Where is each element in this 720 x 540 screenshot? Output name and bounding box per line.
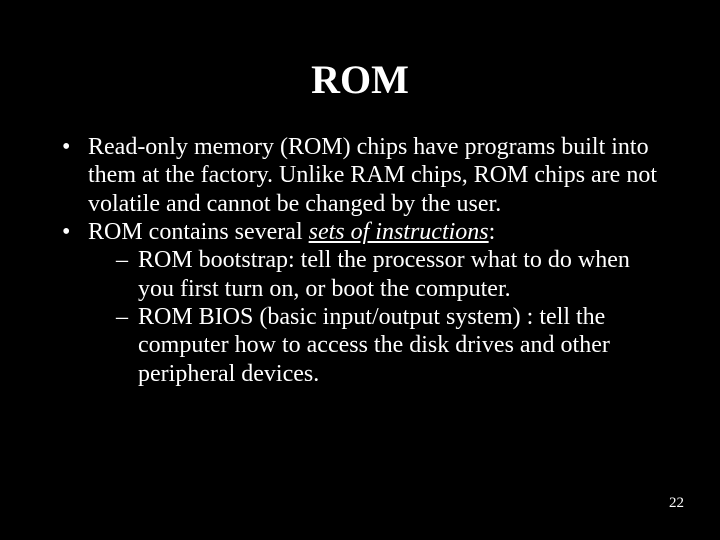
- bullet-item: Read-only memory (ROM) chips have progra…: [60, 133, 660, 218]
- bullet-item: ROM contains several sets of instruction…: [60, 218, 660, 388]
- bullet-emphasis: sets of instructions: [309, 219, 489, 245]
- bullet-list: Read-only memory (ROM) chips have progra…: [60, 133, 660, 388]
- page-number: 22: [669, 495, 684, 512]
- sub-bullet-text: ROM BIOS (basic input/output system) : t…: [138, 304, 610, 387]
- sub-bullet-item: ROM BIOS (basic input/output system) : t…: [116, 303, 660, 388]
- bullet-text-post: :: [489, 219, 496, 245]
- sub-bullet-text: ROM bootstrap: tell the processor what t…: [138, 247, 630, 301]
- slide: ROM Read-only memory (ROM) chips have pr…: [0, 0, 720, 540]
- bullet-text: Read-only memory (ROM) chips have progra…: [88, 134, 657, 217]
- bullet-text-pre: ROM contains several: [88, 219, 309, 245]
- sub-bullet-list: ROM bootstrap: tell the processor what t…: [88, 246, 660, 388]
- sub-bullet-item: ROM bootstrap: tell the processor what t…: [116, 246, 660, 303]
- slide-title: ROM: [0, 0, 720, 123]
- slide-body: Read-only memory (ROM) chips have progra…: [0, 123, 720, 388]
